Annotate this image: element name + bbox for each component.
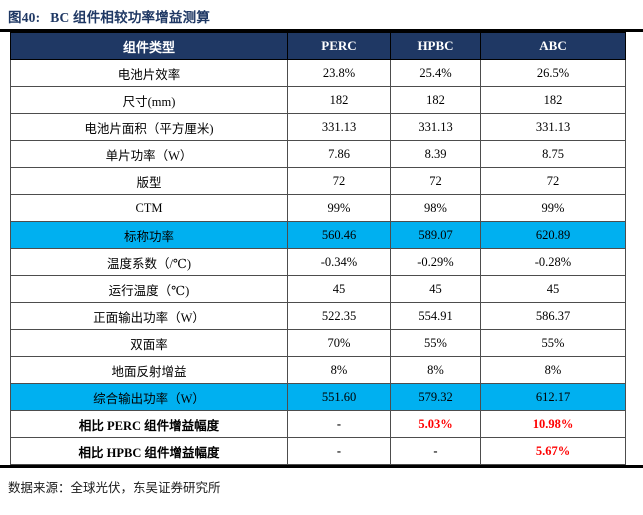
cell-hpbc: 182 [390,86,481,114]
row-label: 运行温度（℃) [10,275,288,303]
cell-abc: 182 [480,86,626,114]
cell-perc: 45 [287,275,391,303]
cell-abc: 72 [480,167,626,195]
module-power-gain-table: 组件类型 PERC HPBC ABC 电池片效率 23.8% 25.4% 26.… [10,32,626,465]
figure-title: 图40: BC 组件相较功率增益测算 [8,6,210,26]
row-label: 正面输出功率（W） [10,302,288,330]
comparison-table-wrap: 组件类型 PERC HPBC ABC 电池片效率 23.8% 25.4% 26.… [10,32,626,465]
table-row-nominal-power-highlight: 标称功率 560.46 589.07 620.89 [10,221,626,249]
table-row: 版型 72 72 72 [10,167,626,195]
table-row: CTM 99% 98% 99% [10,194,626,222]
cell-hpbc: 25.4% [390,59,481,87]
cell-hpbc: 45 [390,275,481,303]
table-row: 双面率 70% 55% 55% [10,329,626,357]
row-label: 相比 HPBC 组件增益幅度 [10,437,288,465]
cell-perc: 182 [287,86,391,114]
cell-abc: 45 [480,275,626,303]
table-row: 电池片面积（平方厘米) 331.13 331.13 331.13 [10,113,626,141]
cell-abc: 8.75 [480,140,626,168]
row-label: 电池片面积（平方厘米) [10,113,288,141]
header-row: 组件类型 PERC HPBC ABC [10,32,626,60]
cell-perc: 72 [287,167,391,195]
cell-perc: 331.13 [287,113,391,141]
header-abc: ABC [480,32,626,60]
table-row: 单片功率（W） 7.86 8.39 8.75 [10,140,626,168]
figure-label: 图40: [8,10,41,25]
cell-hpbc: -0.29% [390,248,481,276]
cell-perc: 551.60 [287,383,391,411]
table-row: 正面输出功率（W） 522.35 554.91 586.37 [10,302,626,330]
cell-hpbc: 55% [390,329,481,357]
row-label: 温度系数（/℃) [10,248,288,276]
cell-perc: 70% [287,329,391,357]
table-row: 电池片效率 23.8% 25.4% 26.5% [10,59,626,87]
cell-hpbc: 554.91 [390,302,481,330]
bottom-rule [0,465,643,468]
table-row: 运行温度（℃) 45 45 45 [10,275,626,303]
table-row: 地面反射增益 8% 8% 8% [10,356,626,384]
table-row-gain-vs-perc: 相比 PERC 组件增益幅度 - 5.03% 10.98% [10,410,626,438]
cell-perc: 7.86 [287,140,391,168]
row-label: 综合输出功率（W） [10,383,288,411]
row-label: 尺寸(mm) [10,86,288,114]
cell-hpbc: 589.07 [390,221,481,249]
header-hpbc: HPBC [390,32,481,60]
cell-hpbc: - [390,437,481,465]
cell-perc: 23.8% [287,59,391,87]
header-perc: PERC [287,32,391,60]
cell-hpbc: 8% [390,356,481,384]
cell-hpbc: 8.39 [390,140,481,168]
cell-hpbc-gain: 5.03% [390,410,481,438]
cell-hpbc: 72 [390,167,481,195]
cell-abc: 26.5% [480,59,626,87]
cell-hpbc: 579.32 [390,383,481,411]
row-label: 地面反射增益 [10,356,288,384]
cell-hpbc: 331.13 [390,113,481,141]
cell-abc: -0.28% [480,248,626,276]
row-label: CTM [10,194,288,222]
data-source-note: 数据来源：全球光伏，东吴证券研究所 [8,481,221,495]
cell-abc: 620.89 [480,221,626,249]
cell-hpbc: 98% [390,194,481,222]
cell-abc: 55% [480,329,626,357]
cell-perc: -0.34% [287,248,391,276]
row-label: 电池片效率 [10,59,288,87]
row-label: 单片功率（W） [10,140,288,168]
table-row: 尺寸(mm) 182 182 182 [10,86,626,114]
table-row: 温度系数（/℃) -0.34% -0.29% -0.28% [10,248,626,276]
cell-abc: 612.17 [480,383,626,411]
cell-abc: 331.13 [480,113,626,141]
cell-abc-gain: 10.98% [480,410,626,438]
table-row-combined-output-highlight: 综合输出功率（W） 551.60 579.32 612.17 [10,383,626,411]
header-module-type: 组件类型 [10,32,288,60]
row-label: 标称功率 [10,221,288,249]
figure-title-text: BC 组件相较功率增益测算 [50,10,211,25]
cell-perc: 560.46 [287,221,391,249]
cell-abc: 8% [480,356,626,384]
cell-perc: 8% [287,356,391,384]
cell-perc: - [287,437,391,465]
cell-abc: 99% [480,194,626,222]
cell-perc: 522.35 [287,302,391,330]
cell-abc: 586.37 [480,302,626,330]
top-rule [0,29,643,32]
row-label: 双面率 [10,329,288,357]
row-label: 相比 PERC 组件增益幅度 [10,410,288,438]
cell-abc-gain: 5.67% [480,437,626,465]
row-label: 版型 [10,167,288,195]
table-row-gain-vs-hpbc: 相比 HPBC 组件增益幅度 - - 5.67% [10,437,626,465]
cell-perc: 99% [287,194,391,222]
cell-perc: - [287,410,391,438]
